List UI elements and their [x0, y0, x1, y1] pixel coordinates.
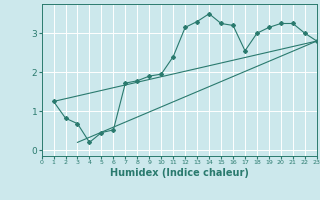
X-axis label: Humidex (Indice chaleur): Humidex (Indice chaleur) — [110, 168, 249, 178]
